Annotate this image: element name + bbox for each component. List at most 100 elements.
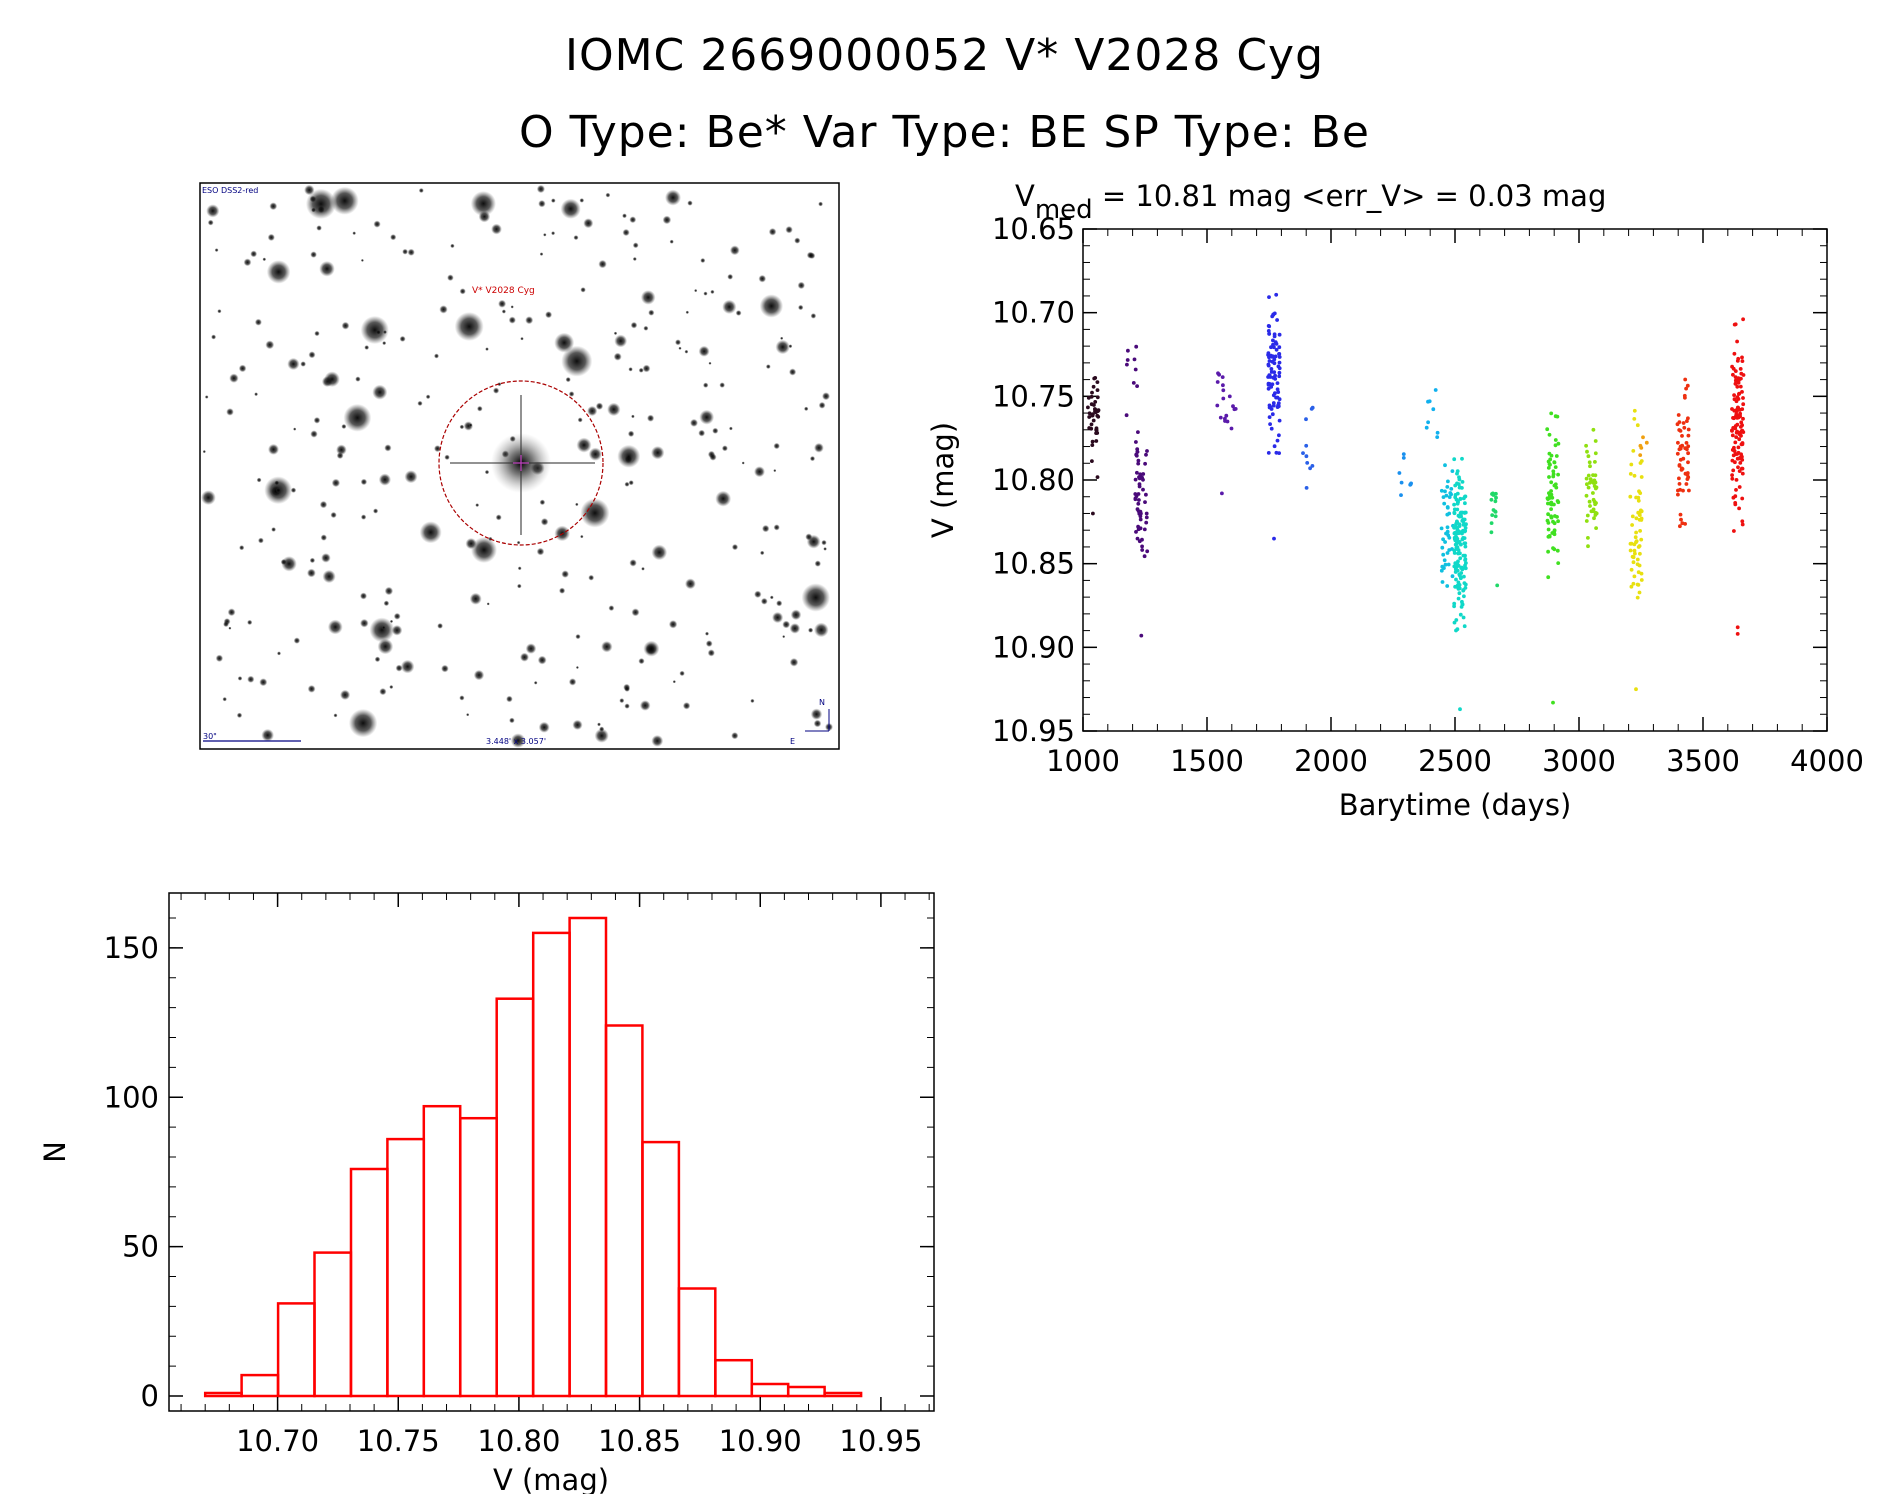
lc-point (1441, 552, 1446, 557)
lc-point (1459, 605, 1464, 609)
lc-point (1458, 556, 1463, 561)
finder-star (622, 213, 627, 219)
lc-point (1089, 422, 1094, 427)
lc-point (1738, 367, 1743, 371)
histogram-bar (276, 1302, 316, 1398)
lc-point (1638, 453, 1643, 457)
finder-survey-label: ESO DSS2-red (202, 186, 258, 195)
finder-star (369, 617, 395, 643)
lc-point (1462, 594, 1466, 599)
lc-point (1740, 407, 1745, 411)
finder-star (798, 304, 804, 311)
lc-point (1089, 402, 1094, 407)
finder-star (624, 686, 630, 692)
lc-point (1137, 498, 1141, 502)
lc-point (1735, 339, 1739, 344)
lc-point (1133, 496, 1138, 501)
lc-point (1631, 560, 1636, 565)
finder-star (651, 544, 668, 561)
lc-point (1678, 457, 1683, 462)
lc-point (1086, 396, 1091, 400)
finder-star (543, 233, 547, 237)
lc-point (1136, 430, 1140, 434)
histogram-bar (604, 1024, 644, 1398)
lc-point (1448, 491, 1453, 495)
finder-star (378, 473, 391, 486)
lc-point (1139, 633, 1144, 638)
lc-point (1586, 544, 1590, 549)
lc-point (1686, 444, 1691, 449)
lc-point (1136, 527, 1141, 532)
lc-point (1440, 580, 1445, 584)
finder-scale-label: 30" (203, 732, 217, 741)
finder-star (583, 218, 594, 229)
finder-star (580, 534, 584, 539)
finder-star (238, 364, 247, 373)
lc-point (1740, 390, 1744, 394)
lc-point (1593, 473, 1598, 478)
lc-point (1547, 491, 1551, 495)
lc-point (1639, 571, 1644, 576)
finder-star (509, 717, 515, 724)
histogram-bars (203, 916, 863, 1398)
finder-star (206, 204, 220, 218)
lc-point (1463, 501, 1467, 506)
lc-point (1685, 383, 1690, 388)
lc-point (1133, 477, 1138, 482)
lc-point (1457, 485, 1462, 490)
lc-point (1676, 440, 1680, 445)
lc-point (1269, 367, 1274, 371)
hist-xtick-label: 10.85 (598, 1424, 681, 1458)
finder-star (588, 447, 603, 461)
finder-star (642, 364, 651, 373)
finder-star (321, 553, 331, 563)
lc-point (1741, 317, 1745, 322)
finder-star (493, 387, 500, 394)
finder-star (305, 188, 337, 219)
lc-point (1271, 342, 1275, 347)
lc-point (1449, 487, 1454, 491)
lc-point (1277, 360, 1282, 365)
finder-star (382, 625, 386, 630)
finder-star (631, 414, 635, 419)
lc-point (1556, 500, 1561, 505)
lc-point (1733, 378, 1738, 383)
finder-star (333, 713, 338, 718)
finder-star (217, 309, 222, 314)
finder-star (402, 248, 408, 255)
lc-point (1090, 413, 1095, 418)
lc-point (1592, 516, 1596, 521)
lc-point (1584, 493, 1589, 498)
lc-point (1676, 492, 1680, 497)
finder-star (729, 245, 740, 256)
lc-point (1455, 545, 1460, 550)
finder-star (360, 315, 389, 345)
lc-point (1444, 493, 1449, 498)
lc-ytick-label: 10.90 (992, 630, 1075, 664)
finder-star (760, 550, 765, 556)
finder-star (754, 466, 765, 478)
finder-star (665, 189, 681, 206)
lc-point (1460, 567, 1465, 572)
lc-point (1095, 388, 1100, 392)
lc-point (1442, 501, 1447, 506)
lc-point (1274, 347, 1279, 352)
lc-point (1439, 488, 1444, 493)
lc-point (1401, 456, 1406, 460)
lc-point (1269, 426, 1274, 431)
lc-xtick-label: 2000 (1294, 744, 1368, 778)
lc-point (1685, 477, 1690, 481)
lc-point (1272, 444, 1277, 449)
finder-star (699, 409, 715, 425)
lc-point (1445, 529, 1450, 534)
finder-star (360, 592, 367, 600)
finder-star (280, 559, 287, 565)
lc-point (1493, 514, 1498, 519)
lc-point (1730, 476, 1735, 481)
finder-star (651, 735, 664, 747)
finder-star (640, 290, 656, 305)
lc-point (1441, 495, 1446, 499)
finder-star (434, 353, 439, 359)
finder-star (382, 341, 387, 346)
finder-star (308, 351, 316, 359)
